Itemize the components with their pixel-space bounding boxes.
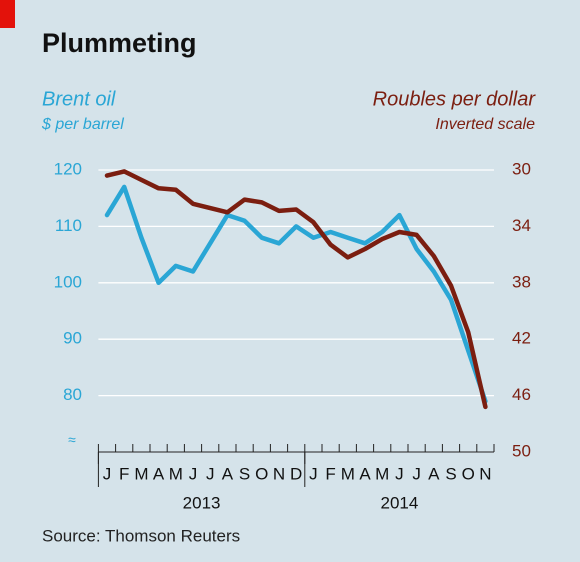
x-tick-label: F	[325, 464, 335, 483]
x-tick-label: O	[462, 464, 475, 483]
x-tick-label: J	[103, 464, 112, 483]
y2-axis-label: Roubles per dollar	[373, 88, 537, 110]
red-tab	[0, 0, 15, 28]
y-tick-label: 100	[54, 272, 82, 291]
y-tick-label: 120	[54, 159, 82, 178]
chart-title: Plummeting	[42, 28, 197, 58]
y2-tick-label: 30	[512, 159, 531, 178]
x-tick-label: A	[222, 464, 234, 483]
x-tick-label: S	[445, 464, 456, 483]
x-tick-label: J	[206, 464, 215, 483]
y2-axis-sublabel: Inverted scale	[435, 116, 535, 133]
y-axis-sublabel: $ per barrel	[41, 116, 124, 133]
x-tick-label: M	[375, 464, 389, 483]
x-tick-label: J	[189, 464, 198, 483]
x-tick-label: J	[395, 464, 404, 483]
year-label: 2014	[380, 493, 418, 512]
axis-break: ≈	[68, 432, 76, 448]
x-tick-label: S	[239, 464, 250, 483]
y-tick-label: 80	[63, 385, 82, 404]
x-tick-label: A	[359, 464, 371, 483]
y-axis-label: Brent oil	[42, 88, 116, 110]
y2-tick-label: 42	[512, 329, 531, 348]
x-tick-label: N	[273, 464, 285, 483]
x-tick-label: M	[169, 464, 183, 483]
x-tick-label: D	[290, 464, 302, 483]
x-tick-label: F	[119, 464, 129, 483]
x-tick-label: A	[428, 464, 440, 483]
y2-tick-label: 50	[512, 441, 531, 460]
y2-tick-label: 34	[512, 216, 531, 235]
y-tick-label: 90	[63, 329, 82, 348]
year-label: 2013	[183, 493, 221, 512]
x-tick-label: N	[479, 464, 491, 483]
y-tick-label: 110	[55, 216, 82, 235]
source: Source: Thomson Reuters	[42, 526, 240, 545]
x-tick-label: M	[341, 464, 355, 483]
series-line	[104, 184, 488, 404]
x-tick-label: O	[255, 464, 268, 483]
x-tick-label: J	[309, 464, 318, 483]
y2-tick-label: 38	[512, 272, 531, 291]
y2-tick-label: 46	[512, 385, 531, 404]
series-line	[104, 169, 488, 410]
x-tick-label: J	[412, 464, 421, 483]
x-tick-label: A	[153, 464, 165, 483]
x-tick-label: M	[134, 464, 148, 483]
